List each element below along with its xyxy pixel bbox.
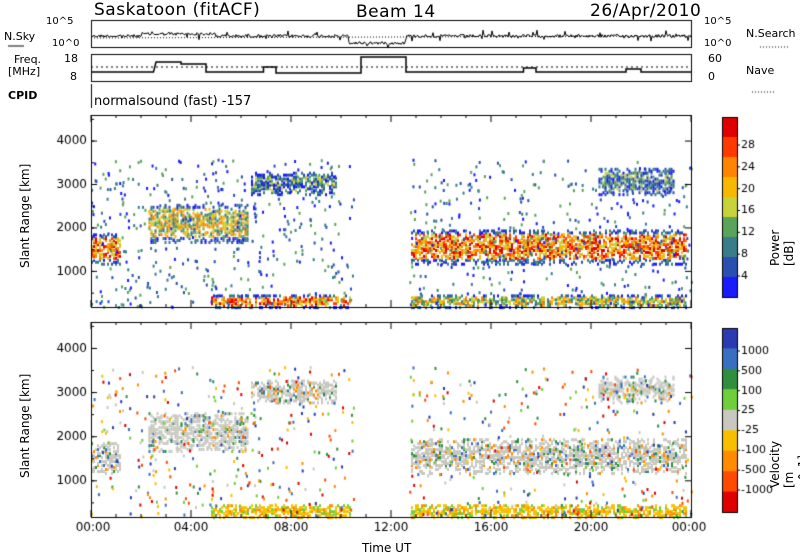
freq-top-tick: 18 [64, 52, 78, 65]
nsearch-bottom-tick: 10^0 [704, 38, 732, 49]
cpid-program: normalsound (fast) -157 [94, 94, 252, 109]
nsky-top-tick: 10^5 [46, 16, 74, 27]
nsearch-top-tick: 10^5 [704, 16, 732, 27]
freq-bottom-tick: 8 [70, 70, 77, 83]
freq-label: Freq. [14, 53, 42, 66]
nsky-bottom-tick: 10^0 [52, 38, 80, 49]
nave-top-tick: 60 [708, 52, 722, 65]
velocity-colorbar-label: Velocity [m s^-1] [768, 440, 800, 488]
power-ylabel: Slant Range [km] [18, 163, 32, 268]
beam-title: Beam 14 [356, 2, 436, 22]
station-title: Saskatoon (fitACF) [94, 0, 261, 20]
power-colorbar-label: Power [dB] [768, 229, 796, 266]
nsky-label: N.Sky [4, 30, 36, 43]
date-title: 26/Apr/2010 [590, 1, 702, 21]
nave-label: Nave [746, 64, 775, 77]
nave-bottom-tick: 0 [708, 70, 715, 83]
velocity-ylabel: Slant Range [km] [18, 373, 32, 478]
cpid-label: CPID [8, 89, 38, 102]
x-axis-label: Time UT [362, 541, 412, 555]
nsearch-label: N.Search [746, 27, 796, 40]
freq-unit-label: [MHz] [8, 65, 41, 78]
